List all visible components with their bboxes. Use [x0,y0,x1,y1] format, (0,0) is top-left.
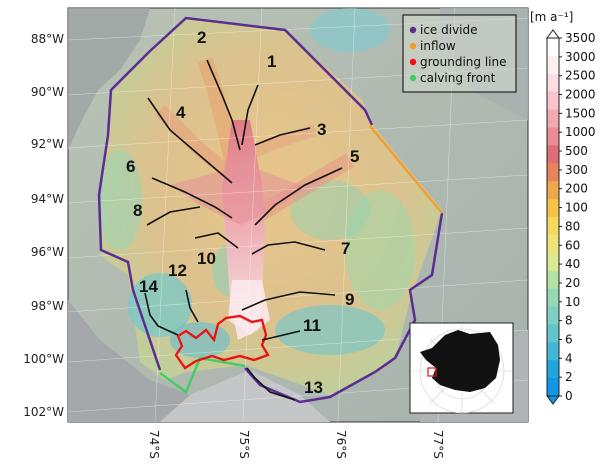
colorbar-unit: [m a⁻¹] [530,10,573,24]
colorbar-swatch [547,163,559,182]
colorbar-swatch [547,181,559,200]
lat-label-92: 92°W [31,137,64,151]
lon-labels: 74°S 75°S 76°S 77°S [147,430,445,459]
colorbar-tick-label: 40 [565,257,580,271]
tributary-label-1: 1 [267,52,276,71]
lat-label-94: 94°W [31,192,64,206]
tributary-label-14: 14 [139,277,158,296]
legend-item-ice-divide: ice divide [409,23,478,37]
colorbar-tick-label: 6 [565,332,573,346]
tributary-labels: 1 2 3 4 5 6 7 8 9 10 11 12 13 14 [126,28,359,397]
colorbar-tick-label: 1000 [565,125,596,139]
colorbar-swatches [546,29,560,405]
inflow-line [369,125,443,214]
lon-label-74: 74°S [147,430,161,459]
colorbar-ticks: 3500300025002000150010005003002001008060… [559,31,596,403]
colorbar-swatch [547,109,559,128]
legend-marker-ice-divide [409,26,417,34]
legend-item-grounding-line: grounding line [409,55,506,69]
antarctica-inset-map [409,322,514,414]
lat-label-90: 90°W [31,85,64,99]
colorbar-tick-label: 500 [565,144,588,158]
colorbar-tick-label: 3500 [565,31,596,45]
legend-item-calving-front: calving front [409,71,496,85]
ice-divide-line [97,16,374,371]
legend-item-inflow: inflow [409,39,456,53]
colorbar-tick-label: 4 [565,351,573,365]
calving-front-line [159,356,246,394]
colorbar-swatch [547,288,559,307]
colorbar-tick-label: 2500 [565,69,596,83]
lat-label-102: 102°W [23,405,64,419]
legend-label-ice-divide: ice divide [420,23,478,37]
tributary-label-3: 3 [317,120,326,139]
lon-label-75: 75°S [237,430,251,459]
colorbar-tick-label: 300 [565,163,588,177]
legend-label-calving-front: calving front [420,71,496,85]
colorbar-tick-label: 60 [565,238,580,252]
ice-divide-line-east [244,212,444,404]
colorbar-border [546,37,560,397]
tributary-label-7: 7 [341,239,350,258]
legend-label-inflow: inflow [420,39,456,53]
lat-label-100: 100°W [23,352,64,366]
colorbar-tick-label: 3000 [565,50,596,64]
lat-labels: 88°W 90°W 92°W 94°W 96°W 98°W 100°W 102°… [23,32,64,419]
colorbar-swatch [547,73,559,93]
lon-label-76: 76°S [334,430,348,459]
colorbar-swatch [547,324,559,343]
tributary-flowlines [144,59,343,401]
legend-marker-calving-front [409,74,417,82]
tributary-label-4: 4 [176,103,186,122]
tributary-label-11: 11 [303,316,321,335]
tributary-label-9: 9 [345,290,354,309]
tributary-label-6: 6 [126,157,135,176]
tributary-label-8: 8 [133,201,142,220]
lat-label-98: 98°W [31,299,64,313]
colorbar-tick-label: 200 [565,182,588,196]
colorbar-tick-label: 2000 [565,88,596,102]
colorbar-tick-label: 2 [565,370,573,384]
colorbar-swatch [547,378,559,397]
colorbar-swatch [547,55,559,75]
legend-marker-grounding-line [409,58,417,66]
tributary-label-13: 13 [304,378,323,397]
colorbar-bottom-arrow [546,395,560,405]
lat-label-96: 96°W [31,245,64,259]
colorbar-swatch [547,360,559,379]
colorbar-swatch [547,38,559,57]
legend-label-grounding-line: grounding line [420,55,506,69]
colorbar-tick-label: 80 [565,219,580,233]
legend-box [402,14,517,93]
colorbar-tick-label: 100 [565,201,588,215]
colorbar: [m a⁻¹] 35003000250020001500100050030020… [530,10,596,405]
tributary-label-10: 10 [197,249,216,268]
colorbar-tick-label: 10 [565,295,580,309]
colorbar-swatch [547,252,559,272]
tributary-label-2: 2 [197,28,206,47]
colorbar-top-arrow [546,29,560,39]
colorbar-swatch [547,127,559,146]
colorbar-swatch [547,199,559,218]
colorbar-swatch [547,342,559,361]
tributary-label-12: 12 [168,261,187,280]
colorbar-swatch [547,217,559,236]
colorbar-tick-label: 20 [565,276,580,290]
colorbar-swatch [547,145,559,164]
legend: ice divide inflow grounding line calving… [402,14,517,93]
colorbar-swatch [547,306,559,325]
legend-marker-inflow [409,42,417,50]
colorbar-tick-label: 0 [565,389,573,403]
colorbar-swatch [547,91,559,111]
colorbar-swatch [547,270,559,290]
colorbar-swatch [547,234,559,254]
colorbar-tick-label: 1500 [565,106,596,120]
colorbar-tick-label: 8 [565,314,573,328]
lon-label-77: 77°S [431,430,445,459]
lat-label-88: 88°W [31,32,64,46]
tributary-label-5: 5 [350,147,359,166]
